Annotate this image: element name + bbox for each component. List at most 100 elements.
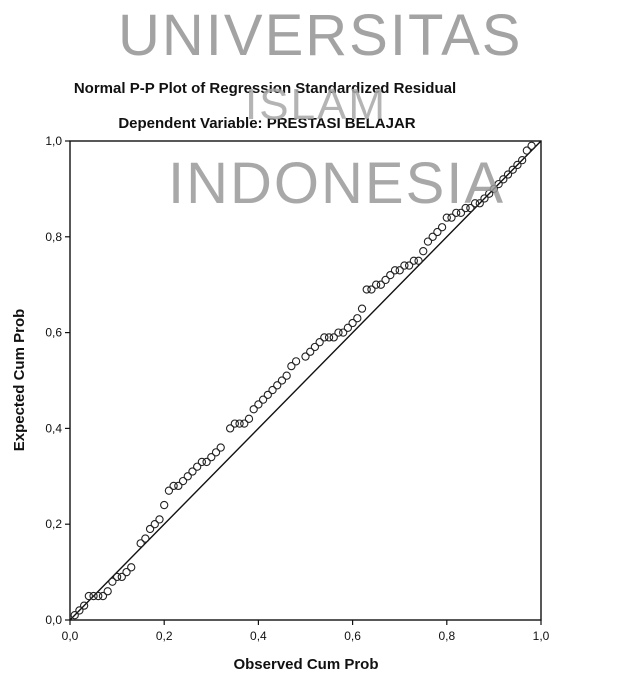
- data-point: [282, 371, 291, 380]
- data-point: [334, 328, 343, 337]
- data-point: [258, 395, 268, 404]
- data-point: [112, 572, 122, 582]
- data-point: [414, 256, 423, 265]
- data-point: [447, 213, 456, 222]
- data-point: [273, 381, 282, 390]
- data-point: [456, 208, 466, 217]
- data-point: [117, 572, 126, 582]
- data-point: [466, 203, 475, 213]
- watermark-line-3: INDONESIA: [168, 151, 506, 216]
- data-point: [367, 285, 376, 294]
- data-point: [277, 376, 287, 385]
- data-point: [390, 266, 400, 275]
- data-point: [193, 462, 202, 471]
- data-point: [268, 385, 277, 395]
- data-point: [235, 419, 244, 428]
- x-tick-label: 0,0: [62, 629, 79, 643]
- data-point: [306, 347, 315, 356]
- data-point: [452, 208, 461, 217]
- data-point: [174, 481, 183, 491]
- data-point: [400, 261, 409, 270]
- data-point: [240, 419, 249, 428]
- data-point: [98, 591, 108, 601]
- data-point: [301, 352, 310, 361]
- data-point: [386, 270, 395, 280]
- data-point: [357, 304, 367, 313]
- data-point: [150, 520, 159, 529]
- data-point: [89, 591, 98, 601]
- y-tick-label: 1,0: [45, 134, 62, 148]
- data-point: [310, 342, 320, 352]
- y-tick-label: 0,8: [45, 230, 62, 244]
- data-point: [409, 256, 418, 265]
- x-tick-label: 0,6: [344, 629, 361, 643]
- data-point: [183, 472, 192, 481]
- data-point: [461, 203, 470, 213]
- data-point: [376, 280, 386, 289]
- data-point: [211, 448, 221, 457]
- data-point: [489, 184, 499, 194]
- data-point: [329, 333, 338, 342]
- data-point: [108, 577, 117, 586]
- data-point: [136, 539, 145, 548]
- data-point: [84, 591, 93, 601]
- data-point: [254, 400, 263, 409]
- x-tick-label: 0,8: [438, 629, 455, 643]
- data-point: [499, 175, 508, 184]
- chart-title: Normal P-P Plot of Regression Standardiz…: [74, 80, 456, 97]
- data-point: [470, 199, 480, 208]
- data-point: [70, 611, 79, 620]
- ticks-layer: 0,0 0,2 0,4 0,6 0,8 1,0 0,0 0,2 0,4 0,6 0,8 1,0: [45, 134, 549, 643]
- data-point: [371, 280, 381, 289]
- data-point: [320, 333, 329, 342]
- data-point: [527, 141, 536, 150]
- data-point: [127, 563, 136, 572]
- x-axis-label: Observed Cum Prob: [233, 656, 378, 673]
- data-point: [395, 266, 404, 275]
- chart-subtitle: Dependent Variable: PRESTASI BELAJAR: [118, 115, 415, 132]
- data-point: [141, 534, 150, 543]
- data-point: [75, 606, 84, 615]
- data-point: [381, 275, 390, 285]
- x-tick-label: 0,2: [156, 629, 173, 643]
- x-tick-label: 1,0: [533, 629, 550, 643]
- data-point: [404, 261, 414, 270]
- data-point: [475, 199, 484, 208]
- data-point: [103, 587, 112, 596]
- data-point: [169, 481, 178, 491]
- y-tick-label: 0,4: [45, 421, 62, 435]
- data-point: [164, 486, 174, 495]
- data-point: [433, 227, 442, 237]
- data-point: [178, 476, 188, 486]
- data-point: [202, 457, 211, 467]
- data-point: [522, 146, 532, 155]
- data-point: [197, 457, 207, 467]
- data-point: [291, 357, 301, 366]
- data-point: [339, 328, 348, 337]
- data-point: [79, 601, 89, 610]
- data-point: [419, 247, 428, 256]
- y-tick-label: 0,0: [45, 613, 62, 627]
- data-point: [145, 524, 155, 534]
- data-point: [315, 338, 324, 347]
- data-point: [207, 452, 216, 462]
- data-point: [503, 170, 513, 179]
- data-point: [216, 443, 225, 452]
- data-point: [423, 237, 433, 246]
- watermark-line-2: ISLAM: [245, 80, 388, 129]
- y-tick-label: 0,2: [45, 517, 62, 531]
- data-point: [518, 156, 527, 165]
- x-tick-label: 0,4: [250, 629, 267, 643]
- data-point: [513, 160, 522, 170]
- data-point: [249, 405, 258, 414]
- data-point: [244, 414, 254, 423]
- data-point: [348, 318, 357, 328]
- data-point: [263, 390, 272, 400]
- data-point: [442, 213, 451, 222]
- data-point: [437, 223, 447, 232]
- data-point: [122, 567, 131, 577]
- data-point: [155, 515, 164, 524]
- data-point: [362, 285, 371, 294]
- data-point: [160, 500, 169, 510]
- y-axis-label: Expected Cum Prob: [11, 309, 28, 452]
